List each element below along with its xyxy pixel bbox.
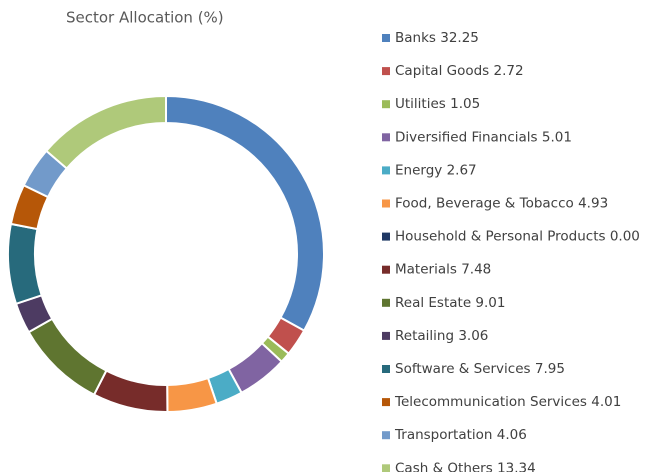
legend-value: 5.01 — [542, 129, 572, 145]
legend-name: Retailing — [395, 328, 454, 344]
legend-value: 0.00 — [610, 229, 640, 245]
legend-swatch — [382, 199, 390, 208]
legend-name: Telecommunication Services — [394, 394, 587, 410]
legend-value: 7.95 — [535, 361, 565, 377]
legend-swatch — [382, 464, 390, 472]
legend-name: Software & Services — [395, 361, 531, 377]
legend-value: 1.05 — [450, 96, 480, 112]
legend-name: Utilities — [395, 96, 446, 112]
donut-segment — [27, 317, 108, 397]
legend-value: 2.67 — [447, 162, 477, 178]
legend-name: Energy — [395, 162, 442, 178]
legend-label: Retailing 3.06 — [395, 328, 488, 344]
legend-label: Software & Services 7.95 — [395, 361, 565, 377]
chart-title: Sector Allocation (%) — [66, 9, 224, 27]
legend-name: Capital Goods — [395, 63, 489, 79]
donut-segment — [44, 94, 167, 170]
legend-label: Cash & Others 13.34 — [395, 460, 536, 472]
legend-label: Energy 2.67 — [395, 162, 477, 178]
legend-swatch — [382, 100, 390, 109]
legend-name: Materials — [395, 262, 457, 278]
legend-swatch — [382, 265, 390, 274]
donut-segment — [7, 222, 43, 306]
legend-swatch — [382, 133, 390, 142]
legend-swatch — [382, 166, 390, 175]
legend-value: 13.34 — [497, 460, 536, 472]
legend-name: Food, Beverage & Tobacco — [395, 196, 574, 212]
donut-segment — [92, 369, 169, 413]
legend-value: 3.06 — [458, 328, 488, 344]
legend-name: Cash & Others — [395, 460, 493, 472]
legend-swatch — [382, 298, 390, 307]
legend-label: Telecommunication Services 4.01 — [394, 394, 621, 410]
legend-name: Banks — [395, 30, 436, 46]
legend-name: Household & Personal Products — [395, 229, 606, 245]
legend-swatch — [382, 365, 390, 373]
legend-value: 4.01 — [591, 394, 621, 410]
legend-value: 7.48 — [461, 262, 491, 278]
legend-label: Household & Personal Products 0.00 — [395, 229, 640, 245]
legend-swatch — [382, 431, 390, 440]
legend-name: Real Estate — [395, 295, 471, 311]
donut-segment — [166, 376, 218, 414]
legend-name: Diversified Financials — [395, 129, 538, 145]
legend-swatch — [382, 67, 390, 76]
legend-label: Utilities 1.05 — [395, 96, 480, 112]
legend-label: Real Estate 9.01 — [395, 295, 505, 311]
legend-label: Capital Goods 2.72 — [395, 63, 524, 79]
legend-label: Food, Beverage & Tobacco 4.93 — [395, 196, 608, 212]
legend-swatch — [382, 331, 390, 340]
legend-value: 32.25 — [440, 30, 479, 46]
legend-swatch — [382, 34, 390, 42]
legend-name: Transportation — [394, 427, 492, 443]
legend-value: 4.06 — [497, 427, 527, 443]
legend-label: Materials 7.48 — [395, 262, 491, 278]
legend-label: Banks 32.25 — [395, 30, 479, 46]
legend-value: 9.01 — [475, 295, 505, 311]
legend-value: 4.93 — [578, 196, 608, 212]
legend-label: Transportation 4.06 — [394, 427, 527, 443]
legend-label: Diversified Financials 5.01 — [395, 129, 572, 145]
donut-segment — [165, 94, 325, 333]
legend-swatch — [382, 398, 390, 407]
legend-swatch — [382, 232, 390, 241]
legend-value: 2.72 — [494, 63, 524, 79]
